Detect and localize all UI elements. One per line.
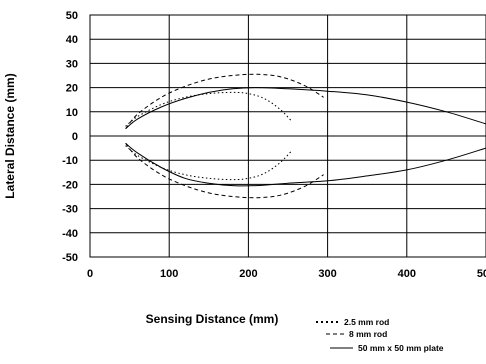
y-tick-label: 10 bbox=[66, 107, 78, 119]
y-tick-label: -30 bbox=[62, 204, 78, 216]
y-tick-label: -10 bbox=[62, 155, 78, 167]
x-tick-label: 300 bbox=[318, 268, 336, 280]
y-tick-label: -50 bbox=[62, 252, 78, 264]
x-tick-label: 0 bbox=[87, 268, 93, 280]
x-tick-labels: 0 100 200 300 400 500 bbox=[87, 268, 486, 280]
x-tick-label: 500 bbox=[477, 268, 486, 280]
y-tick-label: 20 bbox=[66, 83, 78, 95]
x-axis-label: Sensing Distance (mm) bbox=[146, 312, 279, 326]
y-tick-labels: 50 40 30 20 10 0 -10 -20 -30 -40 -50 bbox=[62, 10, 78, 264]
y-tick-label: 0 bbox=[72, 131, 78, 143]
legend-label-2-5mm-rod: 2.5 mm rod bbox=[344, 317, 389, 327]
series-line-8-mm-rod-upper bbox=[125, 73, 324, 130]
series-lines bbox=[125, 73, 486, 199]
x-tick-label: 200 bbox=[239, 268, 257, 280]
y-tick-label: -20 bbox=[62, 179, 78, 191]
series-line-2-5-mm-rod-upper bbox=[125, 91, 293, 127]
y-tick-label: 30 bbox=[66, 58, 78, 70]
x-tick-label: 400 bbox=[398, 268, 416, 280]
legend-label-8mm-rod: 8 mm rod bbox=[349, 329, 387, 339]
y-tick-label: 50 bbox=[66, 10, 78, 22]
y-tick-label: 40 bbox=[66, 34, 78, 46]
series-line-50-mm-x-50-mm-plate-upper bbox=[125, 87, 486, 130]
series-line-8-mm-rod-lower bbox=[125, 142, 324, 199]
grid-lines bbox=[89, 14, 486, 258]
x-tick-label: 100 bbox=[160, 268, 178, 280]
series-line-2-5-mm-rod-lower bbox=[125, 145, 293, 181]
y-axis-label: Lateral Distance (mm) bbox=[3, 73, 17, 198]
legend: 2.5 mm rod 8 mm rod 50 mm x 50 mm plate bbox=[316, 317, 444, 353]
series-line-50-mm-x-50-mm-plate-lower bbox=[125, 142, 486, 187]
legend-label-plate: 50 mm x 50 mm plate bbox=[358, 343, 444, 353]
y-tick-label: -40 bbox=[62, 228, 78, 240]
